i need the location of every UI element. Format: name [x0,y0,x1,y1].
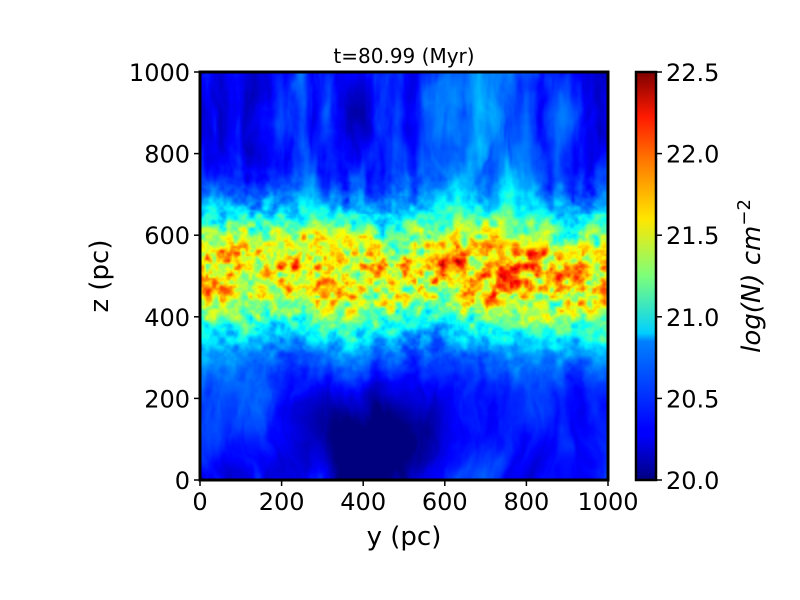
chart-title: t=80.99 (Myr) [333,44,474,68]
x-axis: 0 200 400 600 800 1000 [192,480,639,516]
y-tick-label: 1000 [129,59,190,87]
colorbar-frame [634,70,658,482]
heatmap-area [200,72,608,480]
x-tick-label: 0 [192,488,207,516]
colorbar-tick-label: 20.5 [666,385,719,413]
colorbar-tick-label: 22.0 [666,141,719,169]
y-tick-label: 200 [144,385,190,413]
x-tick-label: 600 [422,488,468,516]
colorbar-tick-label: 22.5 [666,59,719,87]
y-axis: 0 200 400 600 800 1000 [129,59,200,495]
density-heatmap [200,72,608,480]
x-axis-label: y (pc) [367,522,442,552]
colorbar-label: log(N) cm−2 [734,199,767,353]
colorbar-ticks: 20.0 20.5 21.0 21.5 22.0 22.5 [656,59,719,495]
colorbar-tick-label: 20.0 [666,467,719,495]
colorbar: 20.0 20.5 21.0 21.5 22.0 22.5 log(N) cm−2 [634,59,767,495]
colorbar-tick-label: 21.5 [666,222,719,250]
y-tick-label: 800 [144,141,190,169]
x-tick-label: 200 [259,488,305,516]
plot-frame [198,70,610,482]
x-tick-label: 800 [503,488,549,516]
y-axis-label: z (pc) [85,240,115,313]
colorbar-label-base: log(N) cm [737,226,767,353]
colorbar-label-exponent: −2 [734,199,755,226]
colorbar-gradient [636,72,656,480]
colorbar-tick-label: 21.0 [666,304,719,332]
x-tick-label: 400 [340,488,386,516]
x-tick-label: 1000 [577,488,638,516]
y-tick-label: 600 [144,222,190,250]
y-tick-label: 400 [144,304,190,332]
y-tick-label: 0 [175,467,190,495]
